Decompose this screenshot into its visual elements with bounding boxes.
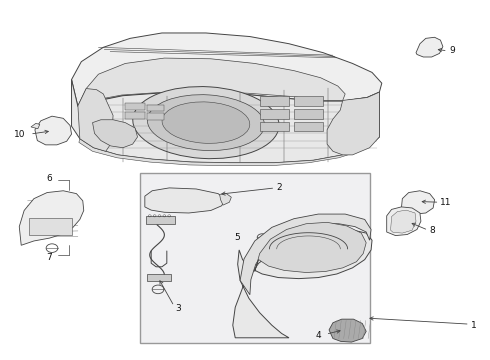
Polygon shape [145,188,225,213]
Polygon shape [240,214,371,295]
Polygon shape [31,123,40,129]
Polygon shape [72,80,379,163]
Polygon shape [78,58,345,106]
Bar [260,109,289,119]
Polygon shape [329,319,366,342]
Bar [125,103,145,110]
Text: 9: 9 [449,46,455,55]
Bar [140,173,369,343]
Text: 4: 4 [315,332,321,341]
Polygon shape [416,37,443,57]
Polygon shape [391,210,416,233]
Polygon shape [220,194,231,205]
Ellipse shape [133,87,279,159]
Polygon shape [255,222,366,273]
Polygon shape [72,33,382,107]
Bar [294,96,323,107]
Ellipse shape [162,102,250,143]
Ellipse shape [147,95,265,150]
Bar [147,274,171,281]
Text: 6: 6 [46,174,52,183]
Text: 2: 2 [277,183,282,192]
Bar [260,122,289,131]
Polygon shape [19,191,84,245]
Bar [147,105,164,111]
Polygon shape [79,137,379,166]
Bar [147,216,174,224]
Text: 7: 7 [46,253,52,262]
Polygon shape [327,92,379,155]
Bar [294,122,323,131]
Polygon shape [387,207,421,235]
Text: 10: 10 [14,130,26,139]
Bar [294,109,323,119]
Text: 5: 5 [234,233,240,242]
Text: 11: 11 [441,198,452,207]
Polygon shape [233,229,372,338]
Polygon shape [35,116,72,145]
Text: 8: 8 [430,226,436,235]
Bar [260,96,289,107]
Bar [125,112,145,119]
Text: 3: 3 [175,303,181,312]
Polygon shape [78,89,113,151]
Polygon shape [401,191,435,214]
Bar [147,113,164,120]
Polygon shape [93,120,138,148]
Bar [29,219,72,234]
Text: 1: 1 [471,321,477,330]
